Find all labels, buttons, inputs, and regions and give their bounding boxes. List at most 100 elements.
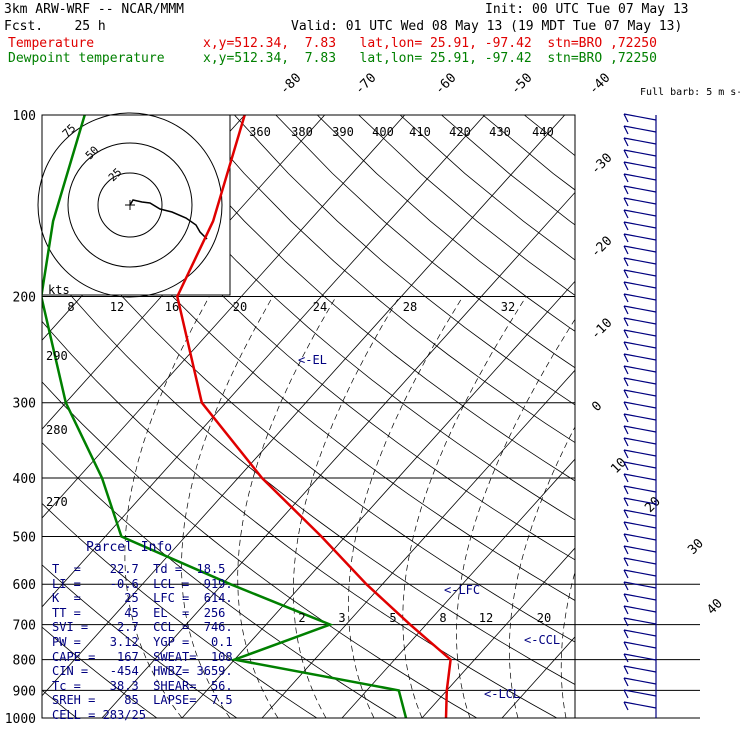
pressure-label: 400 [13, 472, 36, 487]
theta-label: 430 [489, 125, 511, 139]
isotherm-label: -30 [588, 151, 615, 178]
wind-barb [623, 305, 657, 315]
speed-label: 16 [165, 300, 179, 314]
dry-adiabat-label: 290 [46, 349, 68, 363]
level-annotation: <-LCL [484, 687, 520, 701]
wind-barb [623, 677, 657, 687]
speed-label: 8 [67, 300, 74, 314]
wind-barb [623, 437, 657, 447]
plot-frame [41, 114, 576, 719]
isotherm-label: 20 [642, 494, 664, 516]
wind-barb [623, 173, 657, 183]
isotherm-label: -50 [508, 71, 535, 98]
wind-barb [623, 113, 657, 123]
mixing-ratio-label: 12 [479, 611, 493, 625]
wind-barb [623, 545, 657, 555]
wind-barb [623, 389, 657, 399]
dry-adiabat-line [42, 564, 238, 718]
wind-barb [623, 377, 657, 387]
mixing-ratio-label: 5 [389, 611, 396, 625]
hodograph-ring [67, 142, 193, 268]
mixing-ratio-label: 20 [537, 611, 551, 625]
wind-barb [623, 413, 657, 423]
wind-barb [623, 425, 657, 435]
wind-barb [623, 353, 657, 363]
theta-label: 380 [291, 125, 313, 139]
wind-barb [623, 509, 657, 519]
wind-barb [623, 401, 657, 411]
hodograph-unit-label: kts [48, 283, 70, 297]
speed-label: 32 [501, 300, 515, 314]
level-annotation: <-CCL [524, 633, 560, 647]
valid-time: Valid: 01 UTC Wed 08 May 13 (19 MDT Tue … [291, 19, 683, 34]
moist-adiabat-line [293, 296, 400, 718]
wind-barb [623, 269, 657, 279]
wind-barb [623, 125, 657, 135]
theta-label: 360 [249, 125, 271, 139]
isotherm-line [662, 115, 740, 718]
mixing-ratio-label: 3 [338, 611, 345, 625]
wind-barb [623, 473, 657, 483]
wind-barb [623, 569, 657, 579]
wind-barb [623, 653, 657, 663]
dry-adiabat-line [192, 115, 575, 444]
isotherm-label: -70 [352, 71, 379, 98]
wind-barb [623, 581, 657, 591]
pressure-label: 200 [13, 291, 36, 306]
wind-barb [623, 665, 657, 675]
theta-label: 390 [332, 125, 354, 139]
isotherm-line [0, 115, 5, 718]
isotherm-label: -40 [586, 71, 613, 98]
wind-barb [623, 521, 657, 531]
isotherm-line [341, 458, 575, 718]
isotherm-label: 0 [589, 399, 605, 415]
isotherm-label: -20 [588, 234, 615, 261]
temperature-label: Temperature [8, 36, 95, 51]
moist-adiabat-line [124, 296, 210, 718]
dry-adiabat-line [275, 115, 575, 369]
wind-barb [623, 701, 657, 711]
dewpoint-profile [42, 115, 408, 718]
parcel-info-title: Parcel Info [86, 540, 173, 555]
wind-barb [623, 137, 657, 147]
isotherm-line [501, 636, 575, 718]
dry-adiabat-line [42, 260, 575, 685]
speed-label: 24 [313, 300, 327, 314]
wind-barb [623, 149, 657, 159]
parcel-info-row: TT = 45 EL = 256 [52, 605, 226, 620]
hodograph-frame [41, 114, 231, 296]
isotherm-label: -10 [588, 316, 615, 343]
dry-adiabat-line [42, 626, 158, 718]
isotherm-line [181, 280, 575, 718]
wind-barb [623, 449, 657, 459]
dewpoint-label: Dewpoint temperature [8, 51, 165, 66]
isotherm-line [582, 115, 740, 718]
dry-adiabat-line [68, 115, 575, 561]
wind-barb [623, 257, 657, 267]
dry-adiabat-line [42, 320, 557, 718]
hodograph-ring [37, 112, 223, 298]
dry-adiabat-line [482, 115, 575, 191]
init-time: Init: 00 UTC Tue 07 May 13 [485, 2, 689, 17]
wind-barb [623, 689, 657, 699]
pressure-label: 300 [13, 397, 36, 412]
dry-adiabat-line [42, 135, 575, 601]
forecast-hour: Fcst. 25 h [4, 19, 106, 34]
dry-adiabat-line [42, 381, 478, 718]
moist-adiabat-line [348, 296, 464, 718]
parcel-info-row: PW = 3.12 YGP = 0.1 [52, 635, 233, 649]
level-annotation: <-EL [298, 353, 327, 367]
moist-adiabat-line [560, 570, 575, 718]
wind-barb [623, 593, 657, 603]
dry-adiabat-line [42, 442, 398, 718]
isotherm-label: 40 [704, 596, 726, 618]
dry-adiabat-label: 280 [46, 423, 68, 437]
wind-barbs: Full barb: 5 m s-1 [623, 87, 740, 718]
sounding-profiles [42, 115, 452, 718]
wind-barb [623, 497, 657, 507]
pressure-label: 1000 [5, 712, 36, 727]
wind-barb [623, 341, 657, 351]
wind-barb [623, 281, 657, 291]
wind-barb [623, 557, 657, 567]
